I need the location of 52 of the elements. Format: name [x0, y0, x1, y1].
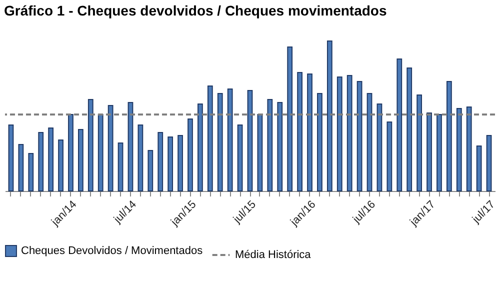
- bar: [98, 114, 104, 192]
- bar: [297, 72, 302, 192]
- bar: [48, 128, 54, 192]
- bar: [287, 46, 293, 192]
- bar: [326, 40, 332, 192]
- legend-label: Cheques Devolvidos / Movimentados: [21, 245, 204, 257]
- bar: [138, 124, 144, 192]
- bar: [386, 122, 392, 192]
- bar: [257, 114, 263, 192]
- bar: [436, 114, 442, 192]
- bar: [396, 58, 402, 192]
- bar: [376, 104, 382, 192]
- bar: [227, 88, 233, 192]
- bar: [188, 118, 193, 192]
- bar: [158, 132, 164, 192]
- bar: [178, 135, 183, 192]
- chart-title: Gráfico 1 - Cheques devolvidos / Cheques movimentados: [4, 2, 387, 18]
- bar: [148, 150, 154, 192]
- bar: [217, 93, 223, 192]
- bar: [307, 74, 312, 192]
- bar: [317, 93, 322, 192]
- legend-label: Média Histórica: [235, 249, 312, 261]
- bar: [88, 99, 94, 192]
- bar: [277, 102, 283, 192]
- bar: [78, 129, 84, 192]
- bar: [18, 144, 24, 192]
- bar: [416, 94, 422, 192]
- bar: [406, 68, 412, 192]
- bar: [168, 136, 174, 192]
- bar: [207, 86, 213, 192]
- bar: [476, 146, 482, 192]
- bar: [58, 140, 64, 192]
- bar: [108, 105, 114, 192]
- bar: [486, 135, 492, 192]
- bar: [247, 90, 253, 192]
- bar: [267, 99, 273, 192]
- bar: [456, 108, 462, 192]
- bar: [198, 104, 203, 192]
- bar: [28, 153, 34, 192]
- bar: [466, 106, 472, 192]
- bar: [336, 76, 342, 192]
- bar: [38, 132, 44, 192]
- bar: [426, 112, 432, 192]
- bar: [346, 75, 352, 192]
- bar: [356, 81, 362, 192]
- bar: [68, 114, 74, 192]
- bar: [446, 81, 452, 192]
- bar: [366, 93, 372, 192]
- bar: [128, 102, 134, 192]
- bar: [237, 124, 243, 192]
- bar: [8, 124, 14, 192]
- bar: [118, 142, 124, 192]
